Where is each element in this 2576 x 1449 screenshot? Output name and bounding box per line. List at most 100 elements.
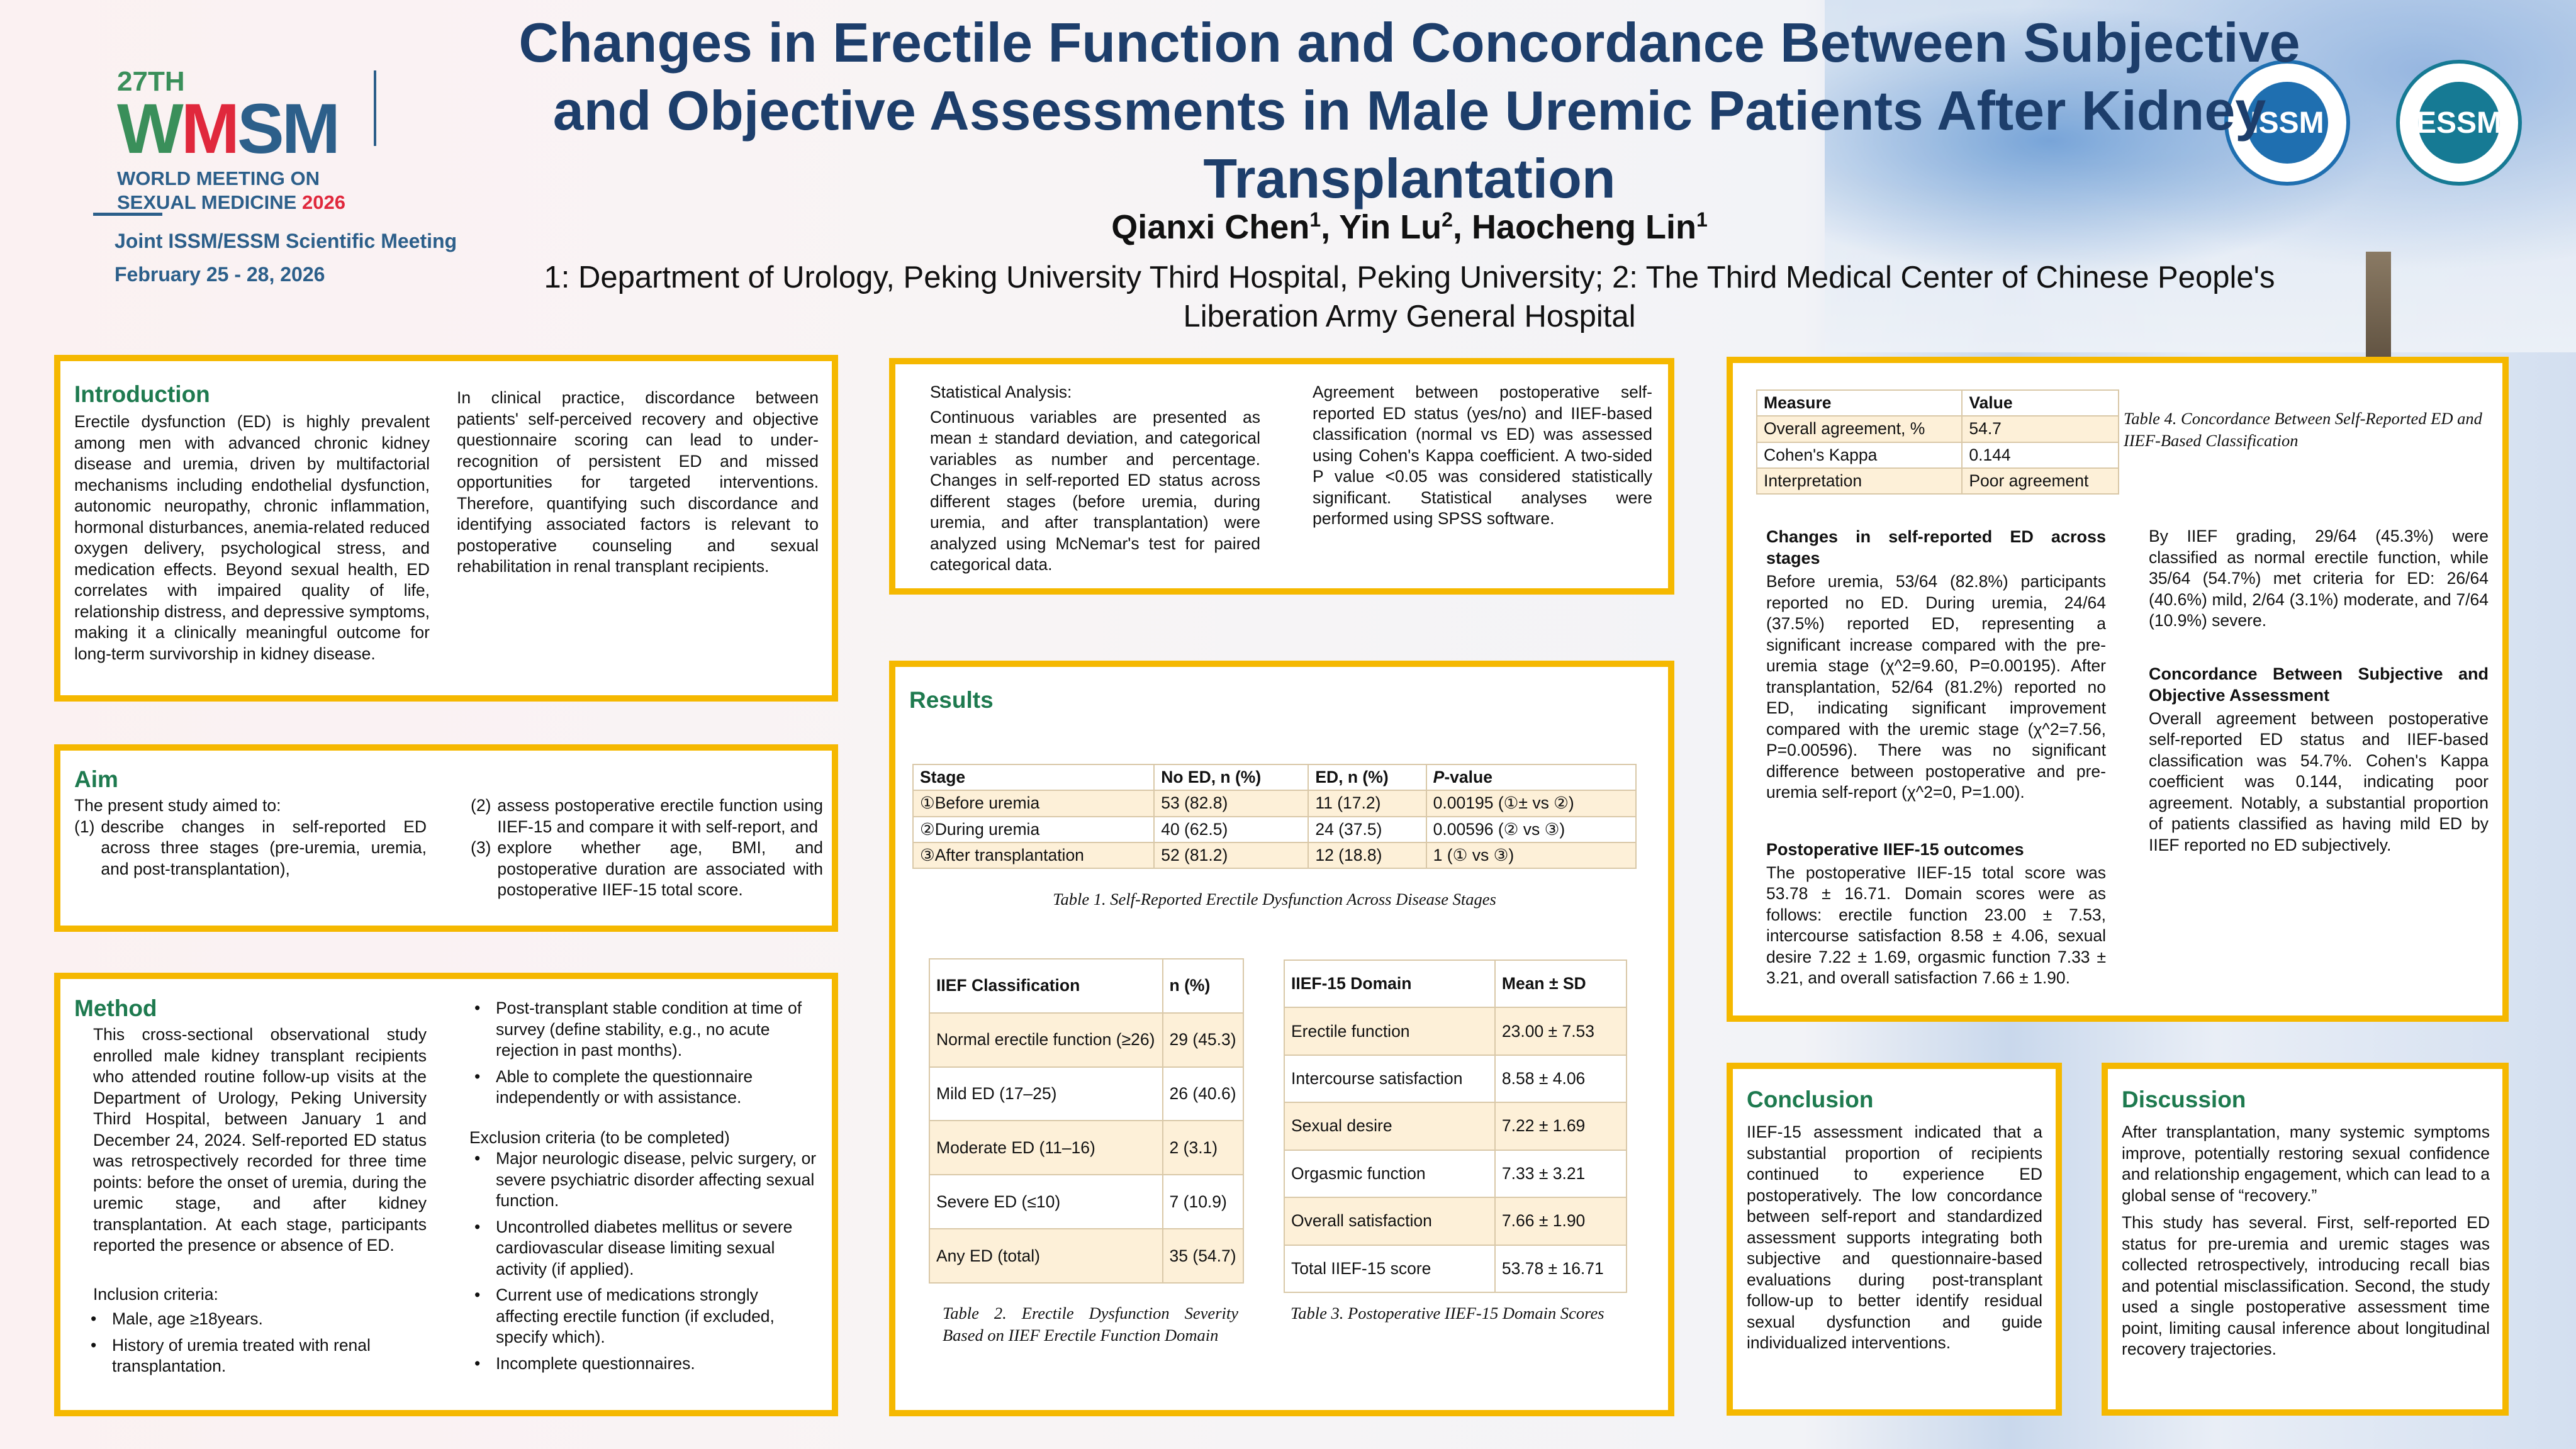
table-cell: Intercourse satisfaction xyxy=(1284,1054,1496,1104)
logo-sm: SM xyxy=(237,89,340,168)
grading-text: By IIEF grading, 29/64 (45.3%) were clas… xyxy=(2149,527,2489,630)
discussion-paragraph-1: After transplantation, many systemic sym… xyxy=(2122,1122,2490,1205)
discussion-heading: Discussion xyxy=(2122,1087,2246,1112)
column-header: No ED, n (%) xyxy=(1153,763,1309,792)
results-section: Results Stage No ED, n (%) ED, n (%) P-valu… xyxy=(889,661,1674,1416)
table-row: Sexual desire 7.22 ± 1.69 xyxy=(1284,1102,1628,1151)
table-2: IIEF Classification n (%) Normal erectile … xyxy=(929,958,1245,1284)
issm-seal: ISSM xyxy=(2224,60,2350,186)
conclusion-section: Conclusion IIEF-15 assessment indicated … xyxy=(1727,1063,2062,1416)
logo-m: M xyxy=(181,89,240,168)
table-cell: Any ED (total) xyxy=(929,1228,1163,1284)
inclusion-list: Male, age ≥18years. History of uremia tre… xyxy=(86,1309,427,1377)
table-cell: 7.22 ± 1.69 xyxy=(1494,1102,1628,1151)
table-row: Overall agreement, % 54.7 xyxy=(1756,415,2119,443)
table-cell: Total IIEF-15 score xyxy=(1284,1244,1496,1294)
statistics-section: Statistical Analysis: Continuous variabl… xyxy=(889,358,1674,595)
table-cell: Interpretation xyxy=(1756,467,1963,495)
aim-item: (1) describe changes in self-reported ED … xyxy=(74,817,427,880)
table-row: Orgasmic function 7.33 ± 3.21 xyxy=(1284,1149,1628,1199)
conclusion-text: IIEF-15 assessment indicated that a subs… xyxy=(1747,1122,2042,1352)
table-cell: 24 (37.5) xyxy=(1308,815,1427,843)
table-cell: Orgasmic function xyxy=(1284,1149,1496,1199)
findings-section: Measure Value Overall agreement, % 54.7 Cohe… xyxy=(1727,357,2509,1022)
table-1-caption: Table 1. Self-Reported Erectile Dysfunct… xyxy=(1053,890,1496,909)
conference-name-1: WORLD MEETING ON xyxy=(117,167,320,189)
conference-dates: February 25 - 28, 2026 xyxy=(115,263,325,286)
issm-seal-text: ISSM xyxy=(2246,82,2328,164)
table-header-row: IIEF Classification n (%) xyxy=(929,958,1245,1014)
concordance-text: Overall agreement between postoperative … xyxy=(2149,708,2489,854)
tower-image xyxy=(2366,252,2391,365)
logo-divider xyxy=(374,70,376,146)
table-4-caption: Table 4. Concordance Between Self-Report… xyxy=(2124,409,2482,450)
aim-list: (1) describe changes in self-reported ED … xyxy=(74,795,823,901)
table-cell: Mild ED (17–25) xyxy=(929,1066,1163,1122)
table-cell: 11 (17.2) xyxy=(1308,790,1427,817)
table-row: Erectile function 23.00 ± 7.53 xyxy=(1284,1007,1628,1056)
aim-item: (2) assess postoperative erectile functio… xyxy=(471,795,823,837)
table-cell: 23.00 ± 7.53 xyxy=(1494,1007,1628,1056)
table-row: Cohen's Kappa 0.144 xyxy=(1756,441,2119,469)
table-cell: 35 (54.7) xyxy=(1162,1228,1245,1284)
table-row: Normal erectile function (≥26) 29 (45.3) xyxy=(929,1012,1245,1068)
discussion-paragraph-2: This study has several. First, self-repo… xyxy=(2122,1213,2490,1358)
inclusion-item: Male, age ≥18years. xyxy=(86,1309,427,1330)
table-cell: Normal erectile function (≥26) xyxy=(929,1012,1163,1068)
column-header: P-value xyxy=(1425,763,1637,792)
aim-item-number: (2) xyxy=(471,796,491,815)
table-1: Stage No ED, n (%) ED, n (%) P-value ①Before… xyxy=(912,763,1637,870)
inclusion-list-continued: Post-transplant stable condition at time… xyxy=(469,998,825,1109)
exclusion-item: Incomplete questionnaires. xyxy=(469,1353,825,1375)
table-cell: Sexual desire xyxy=(1284,1102,1496,1151)
table-cell: Poor agreement xyxy=(1961,467,2119,495)
table-cell: 8.58 ± 4.06 xyxy=(1494,1054,1628,1104)
table-cell: 2 (3.1) xyxy=(1162,1120,1245,1176)
table-cell: Overall agreement, % xyxy=(1756,415,1963,443)
aim-item-number: (1) xyxy=(74,817,95,836)
table-cell: 7.33 ± 3.21 xyxy=(1494,1149,1628,1199)
table-cell: 1 (① vs ③) xyxy=(1425,841,1637,870)
column-header: n (%) xyxy=(1162,958,1245,1014)
table-cell: ①Before uremia xyxy=(912,790,1155,817)
table-row: Interpretation Poor agreement xyxy=(1756,467,2119,495)
stages-text: Before uremia, 53/64 (82.8%) participant… xyxy=(1766,572,2106,802)
author-name: Qianxi Chen xyxy=(1111,208,1310,246)
method-paragraph: This cross-sectional observational study… xyxy=(93,1025,427,1255)
table-cell: 0.00195 (①± vs ②) xyxy=(1425,790,1637,817)
inclusion-item: History of uremia treated with renal tra… xyxy=(86,1335,427,1377)
table-cell: 53 (82.8) xyxy=(1153,790,1309,817)
table-row: ①Before uremia 53 (82.8) 11 (17.2) 0.00195 … xyxy=(912,790,1637,817)
logo-dash xyxy=(93,213,162,216)
column-header: Stage xyxy=(912,763,1155,792)
aim-item-text: explore whether age, BMI, and postoperat… xyxy=(497,838,823,899)
table-4: Measure Value Overall agreement, % 54.7 Cohe… xyxy=(1756,389,2119,495)
table-cell: 7.66 ± 1.90 xyxy=(1494,1197,1628,1246)
exclusion-item: Major neurologic disease, pelvic surgery… xyxy=(469,1148,825,1212)
aim-item-number: (3) xyxy=(471,838,491,857)
table-3-caption: Table 3. Postoperative IIEF-15 Domain Sc… xyxy=(1291,1304,1604,1323)
table-cell: 29 (45.3) xyxy=(1162,1012,1245,1068)
table-row: Severe ED (≤10) 7 (10.9) xyxy=(929,1174,1245,1230)
table-cell: 52 (81.2) xyxy=(1153,841,1309,870)
aim-item-text: assess postoperative erectile function u… xyxy=(497,796,823,836)
method-heading: Method xyxy=(74,995,157,1021)
table-header-row: Stage No ED, n (%) ED, n (%) P-value xyxy=(912,763,1637,792)
author-affiliation-number: 1 xyxy=(1309,208,1321,231)
author-affiliation-number: 1 xyxy=(1696,208,1708,231)
concordance-subheading: Concordance Between Subjective and Objec… xyxy=(2149,664,2489,705)
table-row: Total IIEF-15 score 53.78 ± 16.71 xyxy=(1284,1244,1628,1294)
table-2-caption: Table 2. Erectile Dysfunction Severity B… xyxy=(943,1304,1238,1345)
wmsm-logo: 27TH WMSM WORLD MEETING ON SEXUAL MEDICIN… xyxy=(117,66,345,215)
table-cell: 26 (40.6) xyxy=(1162,1066,1245,1122)
column-header: Mean ± SD xyxy=(1494,959,1628,1009)
introduction-section: Introduction Erectile dysfunction (ED) i… xyxy=(54,355,838,702)
aim-intro: The present study aimed to: xyxy=(74,796,281,815)
column-header: Value xyxy=(1961,389,2119,417)
logo-w: W xyxy=(117,89,184,168)
column-header: IIEF Classification xyxy=(929,958,1163,1014)
table-cell: Overall satisfaction xyxy=(1284,1197,1496,1246)
table-row: ②During uremia 40 (62.5) 24 (37.5) 0.00596 … xyxy=(912,815,1637,843)
inclusion-item: Able to complete the questionnaire indep… xyxy=(469,1066,825,1109)
aim-heading: Aim xyxy=(74,766,118,792)
